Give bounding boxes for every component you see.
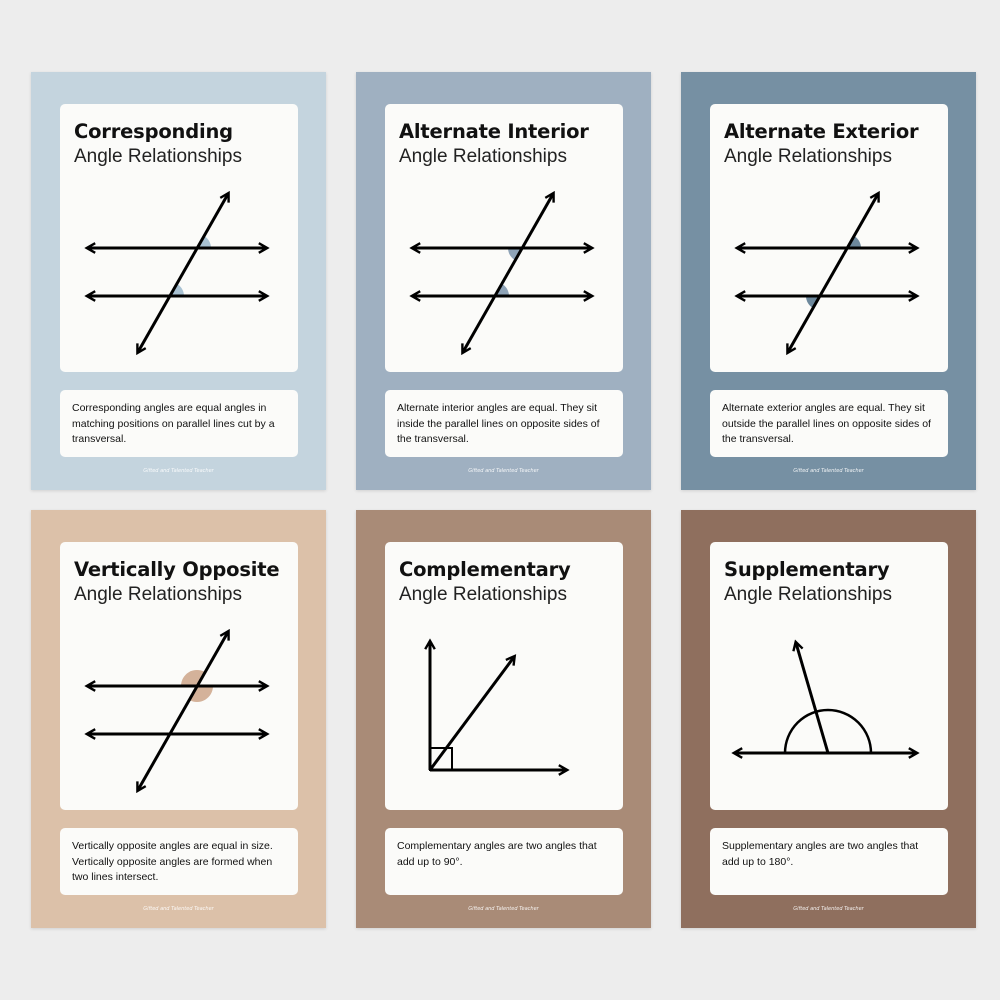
poster-alternate-exterior: Alternate Exterior Angle Relationships A… — [681, 72, 976, 490]
transversal-line — [136, 190, 230, 356]
diagram-panel: Alternate Exterior Angle Relationships — [710, 104, 948, 372]
poster-title: Alternate Exterior — [724, 120, 919, 143]
poster-subtitle: Angle Relationships — [74, 146, 242, 167]
poster-title: Supplementary — [724, 558, 890, 581]
brand-logo: Gifted and Talented Teacher — [143, 468, 214, 474]
transversal-line — [461, 190, 555, 356]
angle-diagram — [84, 190, 270, 356]
poster-alternate-interior: Alternate Interior Angle Relationships A… — [356, 72, 651, 490]
brand-logo: Gifted and Talented Teacher — [143, 906, 214, 912]
diagram-panel: Supplementary Angle Relationships — [710, 542, 948, 810]
diagram-panel: Corresponding Angle Relationships — [60, 104, 298, 372]
poster-corresponding: Corresponding Angle Relationships Corres… — [31, 72, 326, 490]
poster-subtitle: Angle Relationships — [399, 146, 567, 167]
diagram-panel: Alternate Interior Angle Relationships — [385, 104, 623, 372]
diagonal-ray — [428, 654, 517, 771]
brand-logo: Gifted and Talented Teacher — [468, 906, 539, 912]
transversal-line — [136, 628, 230, 794]
poster-description: Supplementary angles are two angles that… — [710, 828, 948, 895]
poster-description: Alternate exterior angles are equal. The… — [710, 390, 948, 457]
diagram-panel: Complementary Angle Relationships — [385, 542, 623, 810]
poster-title: Corresponding — [74, 120, 233, 143]
poster-subtitle: Angle Relationships — [724, 584, 892, 605]
poster-subtitle: Angle Relationships — [724, 146, 892, 167]
poster-title: Alternate Interior — [399, 120, 589, 143]
right-angle-marker — [429, 747, 453, 771]
diagram-panel: Vertically Opposite Angle Relationships — [60, 542, 298, 810]
poster-description: Complementary angles are two angles that… — [385, 828, 623, 895]
angle-diagram — [84, 628, 270, 794]
semicircle-protractor — [783, 708, 873, 754]
poster-subtitle: Angle Relationships — [399, 584, 567, 605]
angle-diagram — [734, 190, 920, 356]
poster-title: Vertically Opposite — [74, 558, 280, 581]
angle-diagram — [731, 639, 920, 759]
poster-subtitle: Angle Relationships — [74, 584, 242, 605]
brand-logo: Gifted and Talented Teacher — [793, 906, 864, 912]
poster-description: Corresponding angles are equal angles in… — [60, 390, 298, 457]
poster-vertically-opposite: Vertically Opposite Angle Relationships … — [31, 510, 326, 928]
poster-title: Complementary — [399, 558, 571, 581]
brand-logo: Gifted and Talented Teacher — [793, 468, 864, 474]
poster-description: Vertically opposite angles are equal in … — [60, 828, 298, 895]
poster-description: Alternate interior angles are equal. The… — [385, 390, 623, 457]
transversal-line — [786, 190, 880, 356]
poster-supplementary: Supplementary Angle Relationships Supple… — [681, 510, 976, 928]
angle-diagram — [409, 190, 595, 356]
brand-logo: Gifted and Talented Teacher — [468, 468, 539, 474]
poster-complementary: Complementary Angle Relationships Comple… — [356, 510, 651, 928]
angle-diagram — [424, 638, 570, 776]
ray — [792, 639, 830, 754]
